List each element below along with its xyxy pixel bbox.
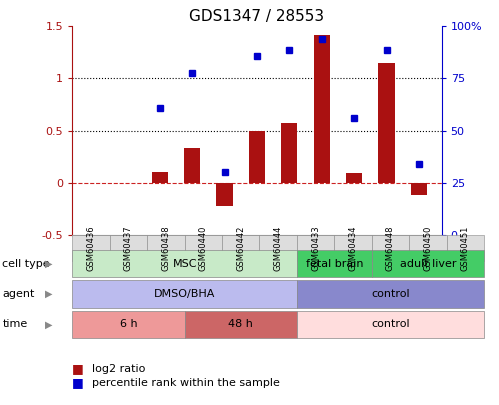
Text: GSM60448: GSM60448 — [386, 225, 395, 271]
Text: GSM60440: GSM60440 — [199, 225, 208, 271]
Text: GSM60438: GSM60438 — [161, 225, 171, 271]
Text: log2 ratio: log2 ratio — [92, 364, 146, 373]
Bar — [346, 173, 362, 183]
Text: ▶: ▶ — [45, 259, 53, 269]
Text: fetal brain: fetal brain — [305, 259, 363, 269]
Text: control: control — [371, 289, 410, 299]
Text: 48 h: 48 h — [229, 320, 253, 329]
Text: ■: ■ — [72, 362, 84, 375]
Text: DMSO/BHA: DMSO/BHA — [154, 289, 215, 299]
Text: 6 h: 6 h — [120, 320, 137, 329]
Title: GDS1347 / 28553: GDS1347 / 28553 — [190, 9, 324, 24]
Text: GSM60442: GSM60442 — [236, 225, 246, 271]
Text: percentile rank within the sample: percentile rank within the sample — [92, 378, 280, 388]
Text: GSM60436: GSM60436 — [86, 225, 96, 271]
Text: time: time — [2, 320, 28, 329]
Text: agent: agent — [2, 289, 35, 299]
Bar — [152, 173, 168, 183]
Bar — [217, 183, 233, 206]
Bar — [249, 130, 265, 183]
Text: ▶: ▶ — [45, 320, 53, 329]
Text: GSM60444: GSM60444 — [273, 225, 283, 271]
Text: control: control — [371, 320, 410, 329]
Text: adult liver: adult liver — [400, 259, 456, 269]
Text: GSM60437: GSM60437 — [124, 225, 133, 271]
Text: MSC: MSC — [172, 259, 197, 269]
Bar — [281, 123, 297, 183]
Text: GSM60433: GSM60433 — [311, 225, 320, 271]
Text: GSM60450: GSM60450 — [423, 225, 433, 271]
Bar — [184, 148, 200, 183]
Bar — [314, 35, 330, 183]
Text: GSM60434: GSM60434 — [348, 225, 358, 271]
Text: GSM60451: GSM60451 — [461, 225, 470, 271]
Text: ▶: ▶ — [45, 289, 53, 299]
Bar — [411, 183, 427, 195]
Text: ■: ■ — [72, 376, 84, 389]
Text: cell type: cell type — [2, 259, 50, 269]
Bar — [378, 63, 395, 183]
